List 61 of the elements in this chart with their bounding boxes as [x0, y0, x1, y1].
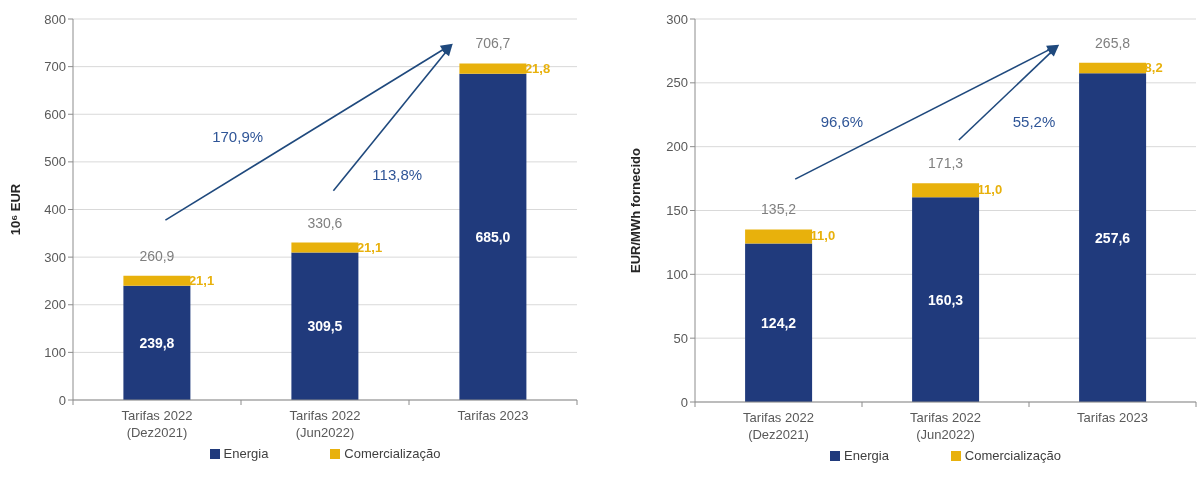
data-label: 11,0: [810, 228, 836, 244]
x-tick-label: Tarifas 2023: [1077, 410, 1148, 425]
x-tick-label: Tarifas 2022 (Dez2021): [743, 410, 814, 442]
y-tick-label: 150: [666, 203, 688, 219]
bar: [912, 197, 980, 402]
bar: [745, 229, 813, 244]
total-label: 706,7: [475, 35, 511, 52]
y-tick-label: 0: [58, 392, 66, 408]
y-tick-label: 500: [44, 154, 66, 170]
annotation: 96,6%: [820, 113, 864, 131]
y-tick-label: 100: [666, 266, 688, 282]
data-label: 239,8: [139, 334, 175, 351]
legend-label: Comercialização: [344, 446, 441, 461]
bar: [459, 73, 527, 400]
total-label: 330,6: [307, 214, 343, 231]
total-label: 260,9: [139, 247, 175, 264]
data-label: 21,1: [188, 272, 215, 288]
bar: [745, 243, 813, 402]
legend-label: Energia: [844, 448, 889, 463]
bar: [1079, 62, 1147, 74]
bar: [459, 63, 527, 74]
legend-label: Comercialização: [964, 448, 1061, 463]
y-tick-label: 300: [666, 11, 688, 27]
data-label: 309,5: [307, 318, 343, 335]
y-tick-label: 50: [673, 330, 688, 346]
data-label: 21,1: [356, 239, 383, 255]
bar: [291, 242, 359, 253]
y-tick-label: 100: [44, 344, 66, 360]
data-label: 685,0: [475, 228, 511, 245]
data-label: 124,2: [761, 314, 797, 331]
x-tick-label: Tarifas 2022 (Dez2021): [121, 408, 193, 440]
y-tick-label: 0: [680, 394, 688, 410]
y-tick-label: 400: [44, 202, 66, 218]
y-axis-title: EUR/MWh fornecido: [628, 147, 643, 273]
annotation: 170,9%: [212, 128, 264, 146]
bar: [123, 285, 191, 400]
x-tick-label: Tarifas 2022 (Jun2022): [910, 410, 981, 442]
legend-label: Energia: [223, 446, 269, 461]
data-label: 257,6: [1095, 229, 1131, 246]
x-tick-label: Tarifas 2022 (Jun2022): [289, 408, 361, 440]
total-label: 265,8: [1095, 34, 1131, 51]
y-tick-label: 700: [44, 59, 66, 75]
y-tick-label: 600: [44, 106, 66, 122]
x-tick-label: Tarifas 2023: [457, 408, 529, 423]
y-axis-title: 10⁶ EUR: [8, 183, 23, 236]
annotation: 113,8%: [372, 166, 423, 184]
bar: [1079, 73, 1147, 402]
total-label: 171,3: [928, 155, 964, 172]
data-label: 160,3: [928, 291, 964, 308]
y-tick-label: 200: [44, 297, 66, 313]
bar: [291, 252, 359, 400]
total-label: 135,2: [761, 201, 797, 218]
data-label: 11,0: [977, 182, 1003, 198]
bar: [123, 275, 191, 286]
annotation: 55,2%: [1012, 113, 1056, 131]
y-tick-label: 800: [44, 11, 66, 27]
y-tick-label: 200: [666, 139, 688, 155]
y-tick-label: 250: [666, 75, 688, 91]
y-tick-label: 300: [44, 249, 66, 265]
data-label: 21,8: [524, 60, 551, 76]
bar: [912, 183, 980, 198]
